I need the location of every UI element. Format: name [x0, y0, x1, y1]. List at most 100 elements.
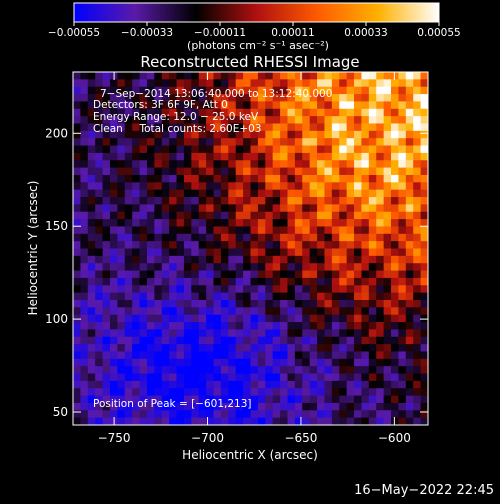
heatmap-cell: [235, 182, 244, 191]
heatmap-cell: [405, 219, 414, 227]
heatmap-cell: [376, 211, 385, 220]
heatmap-cell: [191, 226, 200, 235]
heatmap-cell: [146, 307, 155, 316]
heatmap-cell: [146, 108, 155, 117]
heatmap-cell: [398, 241, 407, 249]
heatmap-cell: [161, 182, 170, 191]
heatmap-cell: [213, 204, 222, 213]
heatmap-cell: [420, 174, 428, 183]
heatmap-cell: [124, 255, 133, 264]
heatmap-cell: [376, 292, 385, 301]
heatmap-cell: [324, 299, 333, 308]
heatmap-cell: [302, 395, 311, 404]
heatmap-cell: [139, 351, 148, 360]
heatmap-cell: [361, 373, 370, 382]
heatmap-cell: [161, 314, 170, 323]
heatmap-cell: [302, 299, 311, 308]
heatmap-cell: [154, 79, 163, 88]
heatmap-cell: [302, 72, 311, 80]
heatmap-cell: [287, 329, 296, 338]
heatmap-cell: [405, 336, 414, 345]
heatmap-cell: [309, 388, 318, 396]
heatmap-cell: [287, 167, 296, 176]
heatmap-cell: [102, 72, 111, 80]
heatmap-cell: [361, 182, 370, 191]
heatmap-cell: [250, 138, 259, 146]
heatmap-cell: [87, 233, 96, 242]
heatmap-cell: [235, 86, 244, 95]
heatmap-cell: [346, 94, 355, 102]
heatmap-cell: [87, 344, 96, 352]
heatmap-cell: [228, 336, 237, 345]
heatmap-cell: [287, 174, 296, 183]
heatmap-cell: [220, 174, 229, 183]
heatmap-cell: [191, 160, 200, 168]
heatmap-cell: [146, 204, 155, 213]
heatmap-cell: [191, 248, 200, 257]
heatmap-cell: [176, 395, 185, 404]
heatmap-cell: [235, 380, 244, 389]
heatmap-cell: [391, 410, 399, 419]
heatmap-cell: [339, 79, 348, 88]
heatmap-cell: [117, 417, 126, 425]
heatmap-cell: [376, 130, 385, 139]
heatmap-cell: [376, 380, 385, 389]
heatmap-cell: [391, 130, 399, 139]
heatmap-cell: [132, 366, 140, 374]
heatmap-cell: [250, 329, 259, 338]
heatmap-cell: [191, 344, 200, 352]
heatmap-cell: [317, 329, 325, 338]
heatmap-cell: [294, 322, 303, 330]
heatmap-cell: [376, 72, 385, 80]
heatmap-cell: [398, 248, 407, 257]
heatmap-cell: [420, 211, 428, 220]
heatmap-cell: [228, 197, 237, 205]
heatmap-cell: [413, 86, 422, 95]
heatmap-cell: [272, 285, 281, 294]
heatmap-cell: [354, 138, 362, 146]
heatmap-cell: [109, 211, 118, 220]
heatmap-cell: [220, 145, 229, 154]
heatmap-cell: [132, 94, 140, 102]
heatmap-cell: [376, 160, 385, 168]
heatmap-cell: [213, 255, 222, 264]
heatmap-cell: [228, 101, 237, 110]
heatmap-cell: [368, 336, 377, 345]
heatmap-cell: [354, 255, 362, 264]
heatmap-cell: [250, 255, 259, 264]
heatmap-cell: [139, 108, 148, 117]
heatmap-cell: [272, 336, 281, 345]
heatmap-cell: [420, 366, 428, 374]
heatmap-cell: [191, 138, 200, 146]
heatmap-cell: [95, 189, 103, 198]
heatmap-cell: [280, 395, 288, 404]
heatmap-cell: [420, 189, 428, 198]
heatmap-cell: [302, 336, 311, 345]
heatmap-cell: [109, 138, 118, 146]
heatmap-cell: [176, 219, 185, 227]
heatmap-cell: [265, 307, 274, 316]
heatmap-cell: [309, 116, 318, 124]
heatmap-cell: [109, 322, 118, 330]
heatmap-cell: [95, 116, 103, 124]
heatmap-cell: [317, 138, 325, 146]
heatmap-cell: [294, 152, 303, 161]
heatmap-cell: [235, 204, 244, 213]
heatmap-cell: [87, 277, 96, 286]
heatmap-cell: [191, 417, 200, 425]
heatmap-cell: [109, 101, 118, 110]
heatmap-cell: [80, 145, 89, 154]
heatmap-cell: [206, 174, 214, 183]
heatmap-cell: [161, 373, 170, 382]
heatmap-cell: [87, 94, 96, 102]
heatmap-cell: [280, 322, 288, 330]
heatmap-cell: [294, 108, 303, 117]
heatmap-cell: [280, 263, 288, 271]
heatmap-cell: [265, 263, 274, 271]
heatmap-cell: [213, 160, 222, 168]
heatmap-cell: [324, 314, 333, 323]
heatmap-cell: [154, 336, 163, 345]
heatmap-cell: [383, 72, 392, 80]
heatmap-cell: [73, 270, 81, 279]
heatmap-cell: [361, 197, 370, 205]
